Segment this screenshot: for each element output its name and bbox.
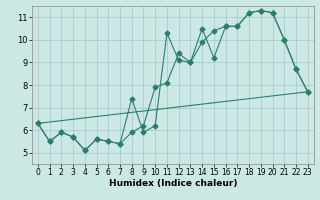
X-axis label: Humidex (Indice chaleur): Humidex (Indice chaleur) [108,179,237,188]
